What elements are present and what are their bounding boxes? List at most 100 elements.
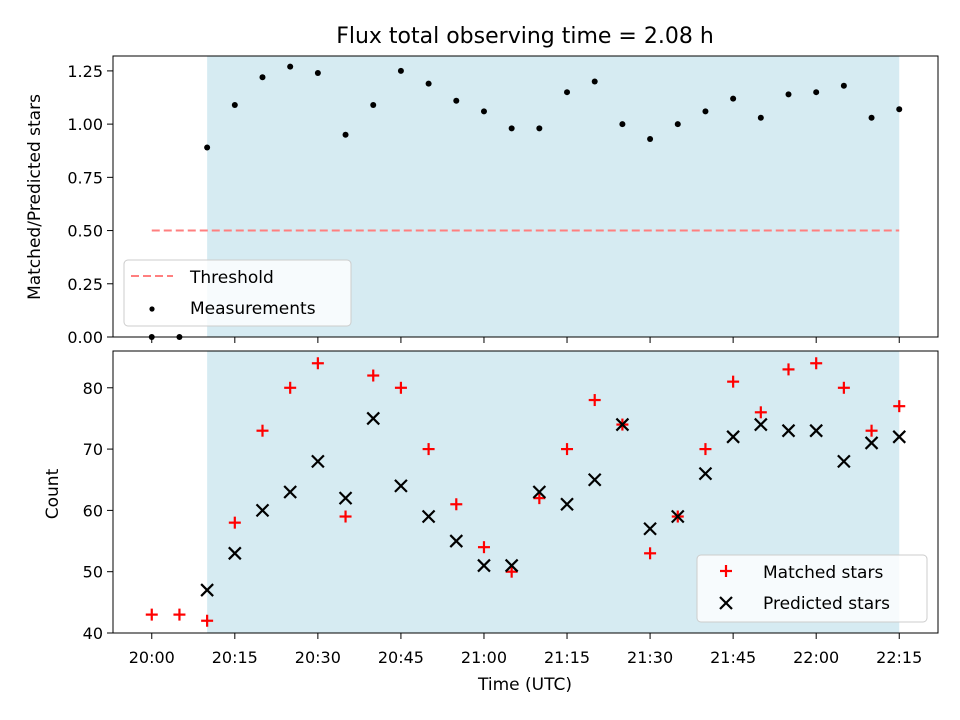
- measurement-point: [619, 121, 626, 128]
- x-tick-label: 20:45: [378, 648, 424, 667]
- y-tick-label: 0.25: [67, 275, 103, 294]
- matched-star-point: [284, 381, 297, 394]
- matched-star-point: [256, 424, 269, 437]
- measurement-point: [647, 136, 654, 143]
- matched-star-point: [644, 547, 657, 560]
- measurement-point: [674, 121, 681, 128]
- y-tick-label: 0.00: [67, 328, 103, 347]
- x-tick-label: 20:30: [295, 648, 341, 667]
- predicted-star-point: [311, 454, 325, 469]
- predicted-star-point: [394, 479, 408, 493]
- ratio-panel: 0.00 0.25 0.50 0.75 1.00 1.25 Threshold Measu…: [67, 55, 939, 347]
- x-tick-label: 21:15: [544, 648, 590, 667]
- count-y-axis-label: Count: [43, 468, 63, 519]
- count-legend-box: [696, 554, 928, 623]
- predicted-star-point: [643, 522, 657, 536]
- measurement-point: [287, 63, 294, 70]
- x-tick-label: 21:00: [461, 648, 507, 667]
- y-tick-label: 1.00: [67, 115, 103, 134]
- matched-star-point: [367, 369, 380, 382]
- time-x-axis: 20:00 20:15 20:30 20:45 21:00 21:15 21:30 21:45…: [129, 633, 922, 667]
- y-tick-label: 1.25: [67, 62, 103, 81]
- matched-star-point: [394, 381, 407, 394]
- matched-star-point: [145, 608, 158, 621]
- predicted-star-point: [781, 423, 796, 438]
- matched-stars-legend-swatch: [720, 565, 732, 577]
- predicted-star-point: [200, 583, 214, 597]
- predicted-star-point: [532, 485, 547, 499]
- measurement-point: [840, 82, 847, 89]
- chart-title: Flux total observing time = 2.08 h: [336, 24, 714, 49]
- matched-star-point: [588, 394, 601, 407]
- measurement-point: [480, 108, 487, 115]
- predicted-star-point: [809, 423, 823, 438]
- matched-star-point: [477, 541, 490, 554]
- predicted-star-point: [754, 417, 768, 432]
- measurement-point: [868, 114, 875, 121]
- matched-star-point: [810, 357, 823, 370]
- y-tick-label: 60: [83, 501, 103, 520]
- predicted-star-point: [283, 485, 297, 499]
- predicted-star-point: [255, 503, 270, 518]
- measurement-point: [453, 97, 460, 104]
- measurements-legend-label: Measurements: [190, 299, 316, 319]
- predicted-star-point: [670, 509, 685, 524]
- x-tick-label: 22:15: [876, 648, 922, 667]
- matched-star-point: [754, 406, 767, 419]
- ratio-y-axis-label: Matched/Predicted stars: [25, 94, 45, 300]
- measurement-point: [591, 78, 598, 85]
- threshold-legend-label: Threshold: [189, 268, 274, 288]
- matched-star-point: [228, 516, 241, 529]
- count-legend: Matched stars Predicted stars: [696, 554, 928, 623]
- measurement-point: [342, 131, 349, 138]
- count-panel: 40 50 60 70 80 20:00 20:15 20:30 20:45 21:00 21:1…: [83, 350, 939, 667]
- ratio-legend: Threshold Measurements: [123, 259, 352, 327]
- measurement-point: [508, 125, 515, 132]
- predicted-star-point: [837, 454, 851, 469]
- matched-star-point: [533, 492, 546, 505]
- predicted-star-point: [615, 417, 630, 432]
- x-tick-label: 20:00: [129, 648, 175, 667]
- predicted-star-point: [726, 430, 740, 444]
- y-tick-label: 70: [83, 440, 103, 459]
- y-tick-label: 0.50: [67, 222, 103, 241]
- y-tick-label: 50: [83, 563, 103, 582]
- predicted-star-point: [228, 546, 242, 561]
- x-tick-label: 22:00: [793, 648, 839, 667]
- time-x-axis-label: Time (UTC): [477, 675, 572, 695]
- measurement-point: [785, 91, 792, 98]
- matched-star-point: [173, 608, 186, 621]
- measurement-point: [204, 144, 211, 151]
- predicted-star-point: [698, 466, 713, 481]
- count-y-axis: 40 50 60 70 80: [83, 379, 113, 643]
- predicted-stars-legend-label: Predicted stars: [763, 594, 890, 614]
- predicted-star-point: [560, 497, 574, 512]
- measurement-point: [231, 101, 238, 108]
- count-panel-frame: [112, 350, 939, 634]
- ratio-panel-frame: [112, 55, 939, 338]
- measurement-point: [564, 89, 571, 96]
- matched-star-point: [893, 400, 906, 413]
- x-tick-label: 21:45: [710, 648, 756, 667]
- y-tick-label: 80: [83, 379, 103, 398]
- predicted-star-point: [587, 472, 602, 487]
- measurement-points: [148, 63, 903, 340]
- measurement-point: [314, 70, 321, 77]
- measurement-point: [896, 106, 903, 113]
- y-tick-label: 40: [83, 624, 103, 643]
- predicted-star-point: [449, 534, 464, 548]
- predicted-stars-legend-swatch: [719, 596, 733, 610]
- matched-star-point: [201, 614, 214, 627]
- matched-star-point: [837, 381, 850, 394]
- matched-star-point: [422, 443, 435, 456]
- measurement-point: [757, 114, 764, 121]
- matched-star-point: [782, 363, 795, 376]
- matched-star-point: [727, 375, 740, 388]
- predicted-star-point: [477, 558, 491, 573]
- matched-stars-legend-label: Matched stars: [763, 563, 883, 583]
- measurement-point: [730, 95, 737, 102]
- count-points: [145, 357, 907, 627]
- matched-star-point: [450, 498, 463, 511]
- measurement-point: [813, 89, 820, 96]
